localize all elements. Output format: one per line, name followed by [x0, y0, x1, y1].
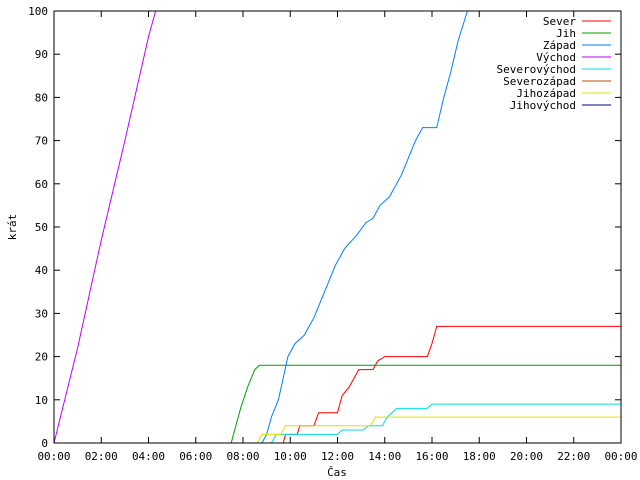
- series-line-Západ: [54, 11, 468, 443]
- legend-label: Severozápad: [503, 75, 576, 88]
- x-tick-label: 04:00: [132, 450, 165, 463]
- series-line-Východ: [54, 11, 157, 443]
- legend: SeverJihZápadVýchodSeverovýchodSeverozáp…: [497, 15, 611, 112]
- x-tick-label: 00:00: [604, 450, 637, 463]
- y-tick-label: 100: [28, 5, 48, 18]
- series-line-Jihozápad: [54, 416, 621, 443]
- y-tick-label: 30: [35, 307, 48, 320]
- x-tick-label: 12:00: [321, 450, 354, 463]
- x-tick-label: 22:00: [557, 450, 590, 463]
- y-tick-label: 10: [35, 394, 48, 407]
- legend-label: Jihozápad: [516, 87, 576, 100]
- legend-label: Sever: [543, 15, 576, 28]
- x-tick-label: 14:00: [368, 450, 401, 463]
- series-line-Severovýchod: [54, 403, 621, 443]
- y-tick-label: 20: [35, 351, 48, 364]
- legend-label: Severovýchod: [497, 63, 576, 76]
- x-tick-label: 16:00: [415, 450, 448, 463]
- x-tick-label: 06:00: [179, 450, 212, 463]
- tick-marks: [53, 10, 622, 444]
- y-tick-label: 60: [35, 178, 48, 191]
- y-tick-label: 90: [35, 48, 48, 61]
- y-tick-label: 50: [35, 221, 48, 234]
- y-tick-label: 70: [35, 135, 48, 148]
- x-tick-label: 18:00: [463, 450, 496, 463]
- y-tick-labels: 0 10 20 30 40 50 60 70 80 90 100: [28, 5, 48, 450]
- legend-label: Jihovýchod: [510, 99, 576, 112]
- x-tick-label: 02:00: [85, 450, 118, 463]
- y-tick-label: 80: [35, 91, 48, 104]
- x-tick-labels: 00:00 02:00 04:00 06:00 08:00 10:00 12:00 14:00…: [37, 450, 637, 463]
- x-tick-label: 08:00: [226, 450, 259, 463]
- x-tick-label: 10:00: [274, 450, 307, 463]
- legend-label: Východ: [536, 51, 576, 64]
- y-tick-label: 0: [41, 437, 48, 450]
- x-tick-label: 20:00: [510, 450, 543, 463]
- series-layer: [54, 11, 621, 443]
- y-tick-label: 40: [35, 264, 48, 277]
- legend-label: Jih: [556, 27, 576, 40]
- series-line-Jih: [54, 364, 621, 443]
- legend-label: Západ: [543, 39, 576, 52]
- x-axis-label: Čas: [327, 466, 347, 479]
- x-tick-label: 00:00: [37, 450, 70, 463]
- y-axis-label: krát: [6, 214, 19, 241]
